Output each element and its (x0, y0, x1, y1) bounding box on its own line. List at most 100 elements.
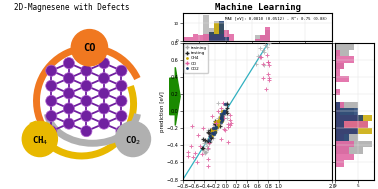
Point (227, 113, 233, 116)
Bar (335, 50, 339, 56)
Point (218, 117, 225, 120)
Point (206, 139, 212, 142)
Bar (335, 141, 354, 147)
Point (205, 132, 211, 135)
Bar (209, 32, 214, 40)
Point (220, 102, 226, 105)
Point (209, 131, 215, 134)
Bar (335, 101, 344, 108)
Point (215, 125, 221, 128)
Bar (219, 34, 224, 40)
FancyArrow shape (170, 67, 180, 125)
Bar (335, 128, 358, 134)
Circle shape (63, 58, 74, 69)
Point (213, 125, 219, 128)
Bar (335, 134, 358, 141)
Bar (214, 23, 219, 40)
Bar (335, 108, 358, 115)
Point (204, 139, 211, 142)
Point (206, 128, 212, 131)
Circle shape (81, 95, 92, 106)
Point (201, 139, 207, 143)
Point (218, 112, 225, 115)
Point (216, 118, 222, 121)
Point (257, 56, 263, 59)
Point (217, 115, 223, 119)
Point (266, 63, 272, 66)
Point (266, 42, 272, 45)
Point (213, 122, 219, 125)
Bar (335, 101, 358, 108)
Point (222, 128, 228, 131)
Point (214, 125, 220, 129)
Bar (255, 39, 260, 40)
Point (207, 134, 213, 137)
Point (198, 152, 204, 155)
Bar (203, 34, 209, 40)
Bar (214, 34, 219, 40)
Point (221, 109, 227, 112)
Point (201, 141, 207, 144)
Circle shape (116, 65, 127, 76)
Text: CH$_4$: CH$_4$ (31, 135, 48, 147)
Point (207, 134, 213, 137)
Circle shape (98, 73, 110, 84)
Point (265, 60, 271, 63)
Point (218, 112, 224, 115)
Point (263, 88, 269, 91)
Point (265, 72, 271, 75)
Bar (219, 30, 224, 40)
Point (211, 121, 217, 124)
Bar (335, 115, 358, 121)
Bar (335, 147, 349, 153)
Point (218, 115, 225, 118)
Point (211, 132, 217, 135)
Point (201, 149, 208, 152)
Point (257, 56, 263, 59)
Point (219, 114, 225, 117)
Point (209, 137, 215, 140)
Point (257, 47, 263, 50)
Circle shape (115, 122, 150, 156)
Circle shape (98, 103, 110, 114)
Point (212, 131, 218, 134)
Point (221, 110, 227, 113)
Circle shape (46, 65, 57, 76)
Point (224, 117, 230, 120)
Point (212, 130, 218, 133)
Point (212, 122, 218, 125)
Y-axis label: prediction [eV]: prediction [eV] (161, 91, 166, 132)
Point (209, 132, 215, 135)
Point (215, 116, 222, 119)
Bar (335, 134, 339, 141)
Point (211, 133, 217, 136)
Point (202, 139, 208, 142)
Point (209, 114, 215, 117)
Point (224, 106, 230, 109)
Point (208, 140, 214, 143)
Point (225, 122, 231, 125)
Point (205, 130, 211, 133)
Point (212, 122, 218, 125)
Point (195, 133, 201, 136)
Point (205, 129, 211, 132)
Bar (229, 34, 234, 40)
Bar (188, 37, 193, 40)
Point (192, 151, 198, 154)
Point (208, 139, 214, 142)
Bar (255, 35, 260, 40)
Circle shape (46, 111, 57, 122)
Bar (335, 121, 368, 128)
Circle shape (98, 118, 110, 129)
Point (209, 129, 215, 132)
Point (215, 118, 221, 121)
Point (219, 118, 225, 121)
Bar (335, 153, 354, 160)
Point (225, 125, 231, 128)
Point (201, 150, 208, 153)
Point (217, 120, 223, 123)
Point (218, 138, 225, 141)
Circle shape (116, 126, 127, 137)
Bar (335, 134, 344, 141)
Bar (335, 108, 339, 115)
